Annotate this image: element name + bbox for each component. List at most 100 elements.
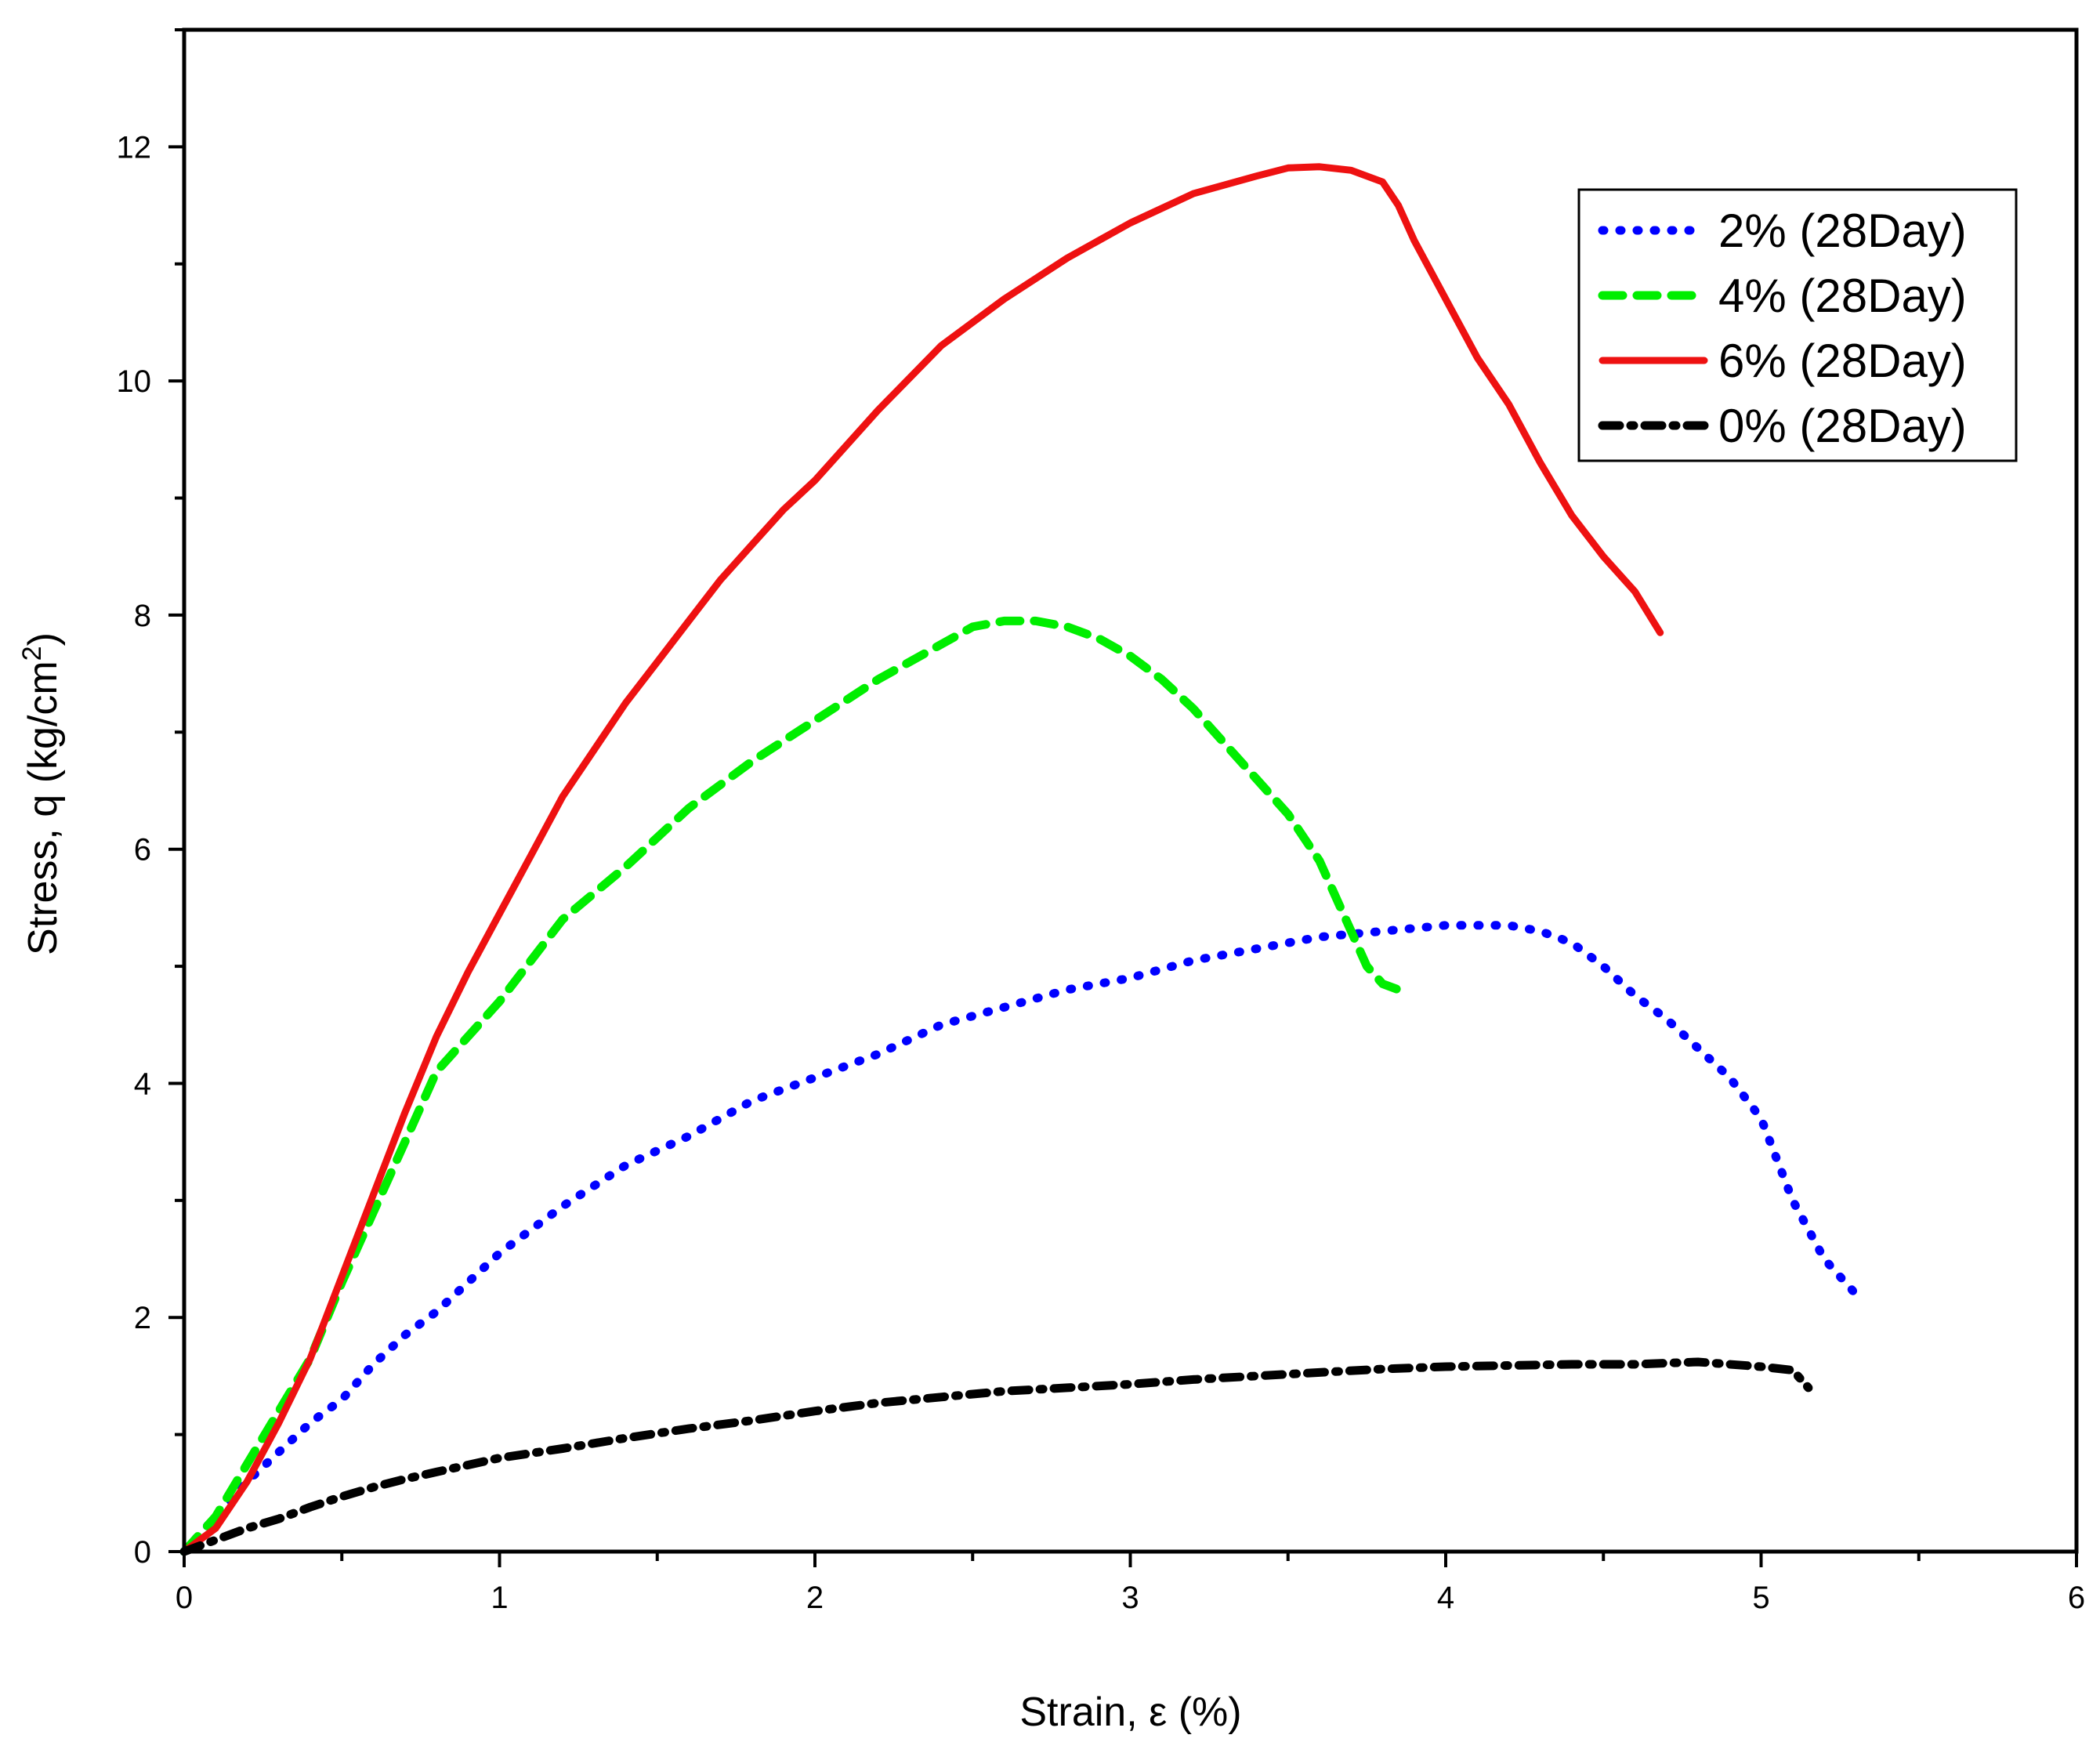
data-point-2-38 xyxy=(1571,515,1573,516)
data-point-0-22 xyxy=(1256,948,1258,950)
data-point-3-30 xyxy=(1729,1364,1731,1365)
series-line-2 xyxy=(180,163,1664,1556)
data-point-0-4 xyxy=(310,1422,311,1424)
data-point-3-32 xyxy=(1792,1370,1794,1371)
data-point-2-7 xyxy=(404,1112,406,1114)
data-point-3-7 xyxy=(404,1479,406,1480)
data-point-3-24 xyxy=(1382,1368,1384,1370)
data-point-3-23 xyxy=(1319,1372,1320,1374)
data-point-3-11 xyxy=(562,1448,563,1450)
data-point-2-32 xyxy=(1398,205,1399,206)
data-point-0-8 xyxy=(436,1311,437,1313)
series-line-3 xyxy=(179,1357,1813,1556)
data-point-2-24 xyxy=(1066,258,1068,259)
data-point-1-7 xyxy=(404,1141,406,1143)
data-point-2-18 xyxy=(751,545,753,546)
data-point-1-2 xyxy=(247,1463,248,1465)
data-point-0-20 xyxy=(1130,977,1131,979)
data-point-0-27 xyxy=(1508,925,1510,926)
x-axis-label: Strain, ε (%) xyxy=(1019,1690,1241,1735)
data-point-2-2 xyxy=(247,1481,248,1483)
legend-label-3: 0% (28Day) xyxy=(1718,400,1967,452)
y-tick-label: 6 xyxy=(134,833,151,867)
data-point-2-11 xyxy=(530,854,532,856)
data-point-0-33 xyxy=(1697,1048,1699,1049)
data-point-2-41 xyxy=(1660,632,1661,634)
data-point-0-5 xyxy=(342,1399,343,1400)
data-point-2-16 xyxy=(688,621,690,622)
data-point-1-18 xyxy=(972,626,974,628)
data-point-1-17 xyxy=(940,644,942,646)
x-tick-label: 5 xyxy=(1752,1581,1769,1615)
data-point-3-5 xyxy=(342,1496,343,1498)
x-tick-label: 4 xyxy=(1437,1581,1454,1615)
data-point-0-11 xyxy=(562,1206,563,1208)
data-point-3-14 xyxy=(751,1420,753,1422)
y-axis-label-main: Stress, q (kg/cm xyxy=(20,661,66,955)
data-point-3-8 xyxy=(436,1472,437,1473)
data-point-2-36 xyxy=(1508,404,1510,405)
data-point-0-10 xyxy=(499,1252,501,1254)
data-point-1-33 xyxy=(1382,983,1384,985)
legend-label-1: 4% (28Day) xyxy=(1718,270,1967,322)
data-point-3-20 xyxy=(1130,1384,1131,1385)
series-layer xyxy=(179,163,1860,1556)
data-point-1-20 xyxy=(1035,621,1037,622)
data-point-2-40 xyxy=(1635,591,1636,592)
data-point-3-28 xyxy=(1635,1364,1636,1365)
data-point-0-24 xyxy=(1382,931,1384,933)
data-point-2-20 xyxy=(814,480,816,481)
data-point-2-28 xyxy=(1287,168,1289,169)
data-point-0-28 xyxy=(1540,931,1541,933)
data-point-0-30 xyxy=(1603,965,1605,967)
data-point-2-39 xyxy=(1603,556,1605,557)
data-point-1-22 xyxy=(1099,638,1100,639)
series-line-1 xyxy=(179,616,1413,1556)
data-point-0-25 xyxy=(1445,925,1446,926)
data-point-3-1 xyxy=(215,1539,217,1541)
data-point-2-19 xyxy=(783,509,784,511)
data-point-3-3 xyxy=(278,1518,280,1519)
y-tick-label: 4 xyxy=(134,1067,151,1101)
data-point-3-17 xyxy=(940,1396,942,1398)
x-tick-label: 2 xyxy=(806,1581,824,1615)
data-point-2-5 xyxy=(342,1276,343,1277)
y-tick-label: 2 xyxy=(134,1301,151,1335)
data-point-0-23 xyxy=(1319,936,1320,938)
data-point-3-13 xyxy=(688,1428,690,1429)
data-point-3-22 xyxy=(1256,1375,1258,1377)
data-point-3-4 xyxy=(310,1506,311,1508)
data-point-1-34 xyxy=(1398,989,1399,991)
data-point-1-11 xyxy=(562,919,563,921)
data-point-1-8 xyxy=(436,1071,437,1073)
data-point-0-9 xyxy=(468,1282,469,1284)
data-point-3-9 xyxy=(468,1465,469,1466)
data-point-0-36 xyxy=(1792,1200,1794,1201)
data-point-1-24 xyxy=(1161,679,1163,680)
data-point-0-14 xyxy=(751,1100,753,1102)
y-axis-label-superscript: 2 xyxy=(17,646,47,661)
data-point-1-6 xyxy=(373,1212,375,1213)
data-point-1-26 xyxy=(1224,743,1226,744)
data-point-3-25 xyxy=(1445,1366,1446,1367)
data-point-1-23 xyxy=(1130,655,1131,657)
data-point-1-31 xyxy=(1351,931,1352,933)
data-point-2-14 xyxy=(625,702,627,704)
data-point-1-3 xyxy=(278,1411,280,1412)
data-point-2-17 xyxy=(720,579,722,581)
data-point-1-14 xyxy=(751,761,753,762)
data-point-0-6 xyxy=(373,1364,375,1365)
data-point-1-13 xyxy=(688,808,690,809)
data-point-2-9 xyxy=(468,972,469,973)
data-point-2-21 xyxy=(878,410,879,411)
x-tick-label: 0 xyxy=(176,1581,193,1615)
data-point-0-35 xyxy=(1761,1118,1762,1120)
data-point-0-12 xyxy=(625,1164,627,1166)
data-point-2-15 xyxy=(657,661,658,663)
data-point-2-8 xyxy=(436,1036,437,1038)
data-point-3-33 xyxy=(1808,1387,1809,1389)
data-point-3-16 xyxy=(878,1403,879,1404)
data-point-1-30 xyxy=(1334,896,1336,897)
